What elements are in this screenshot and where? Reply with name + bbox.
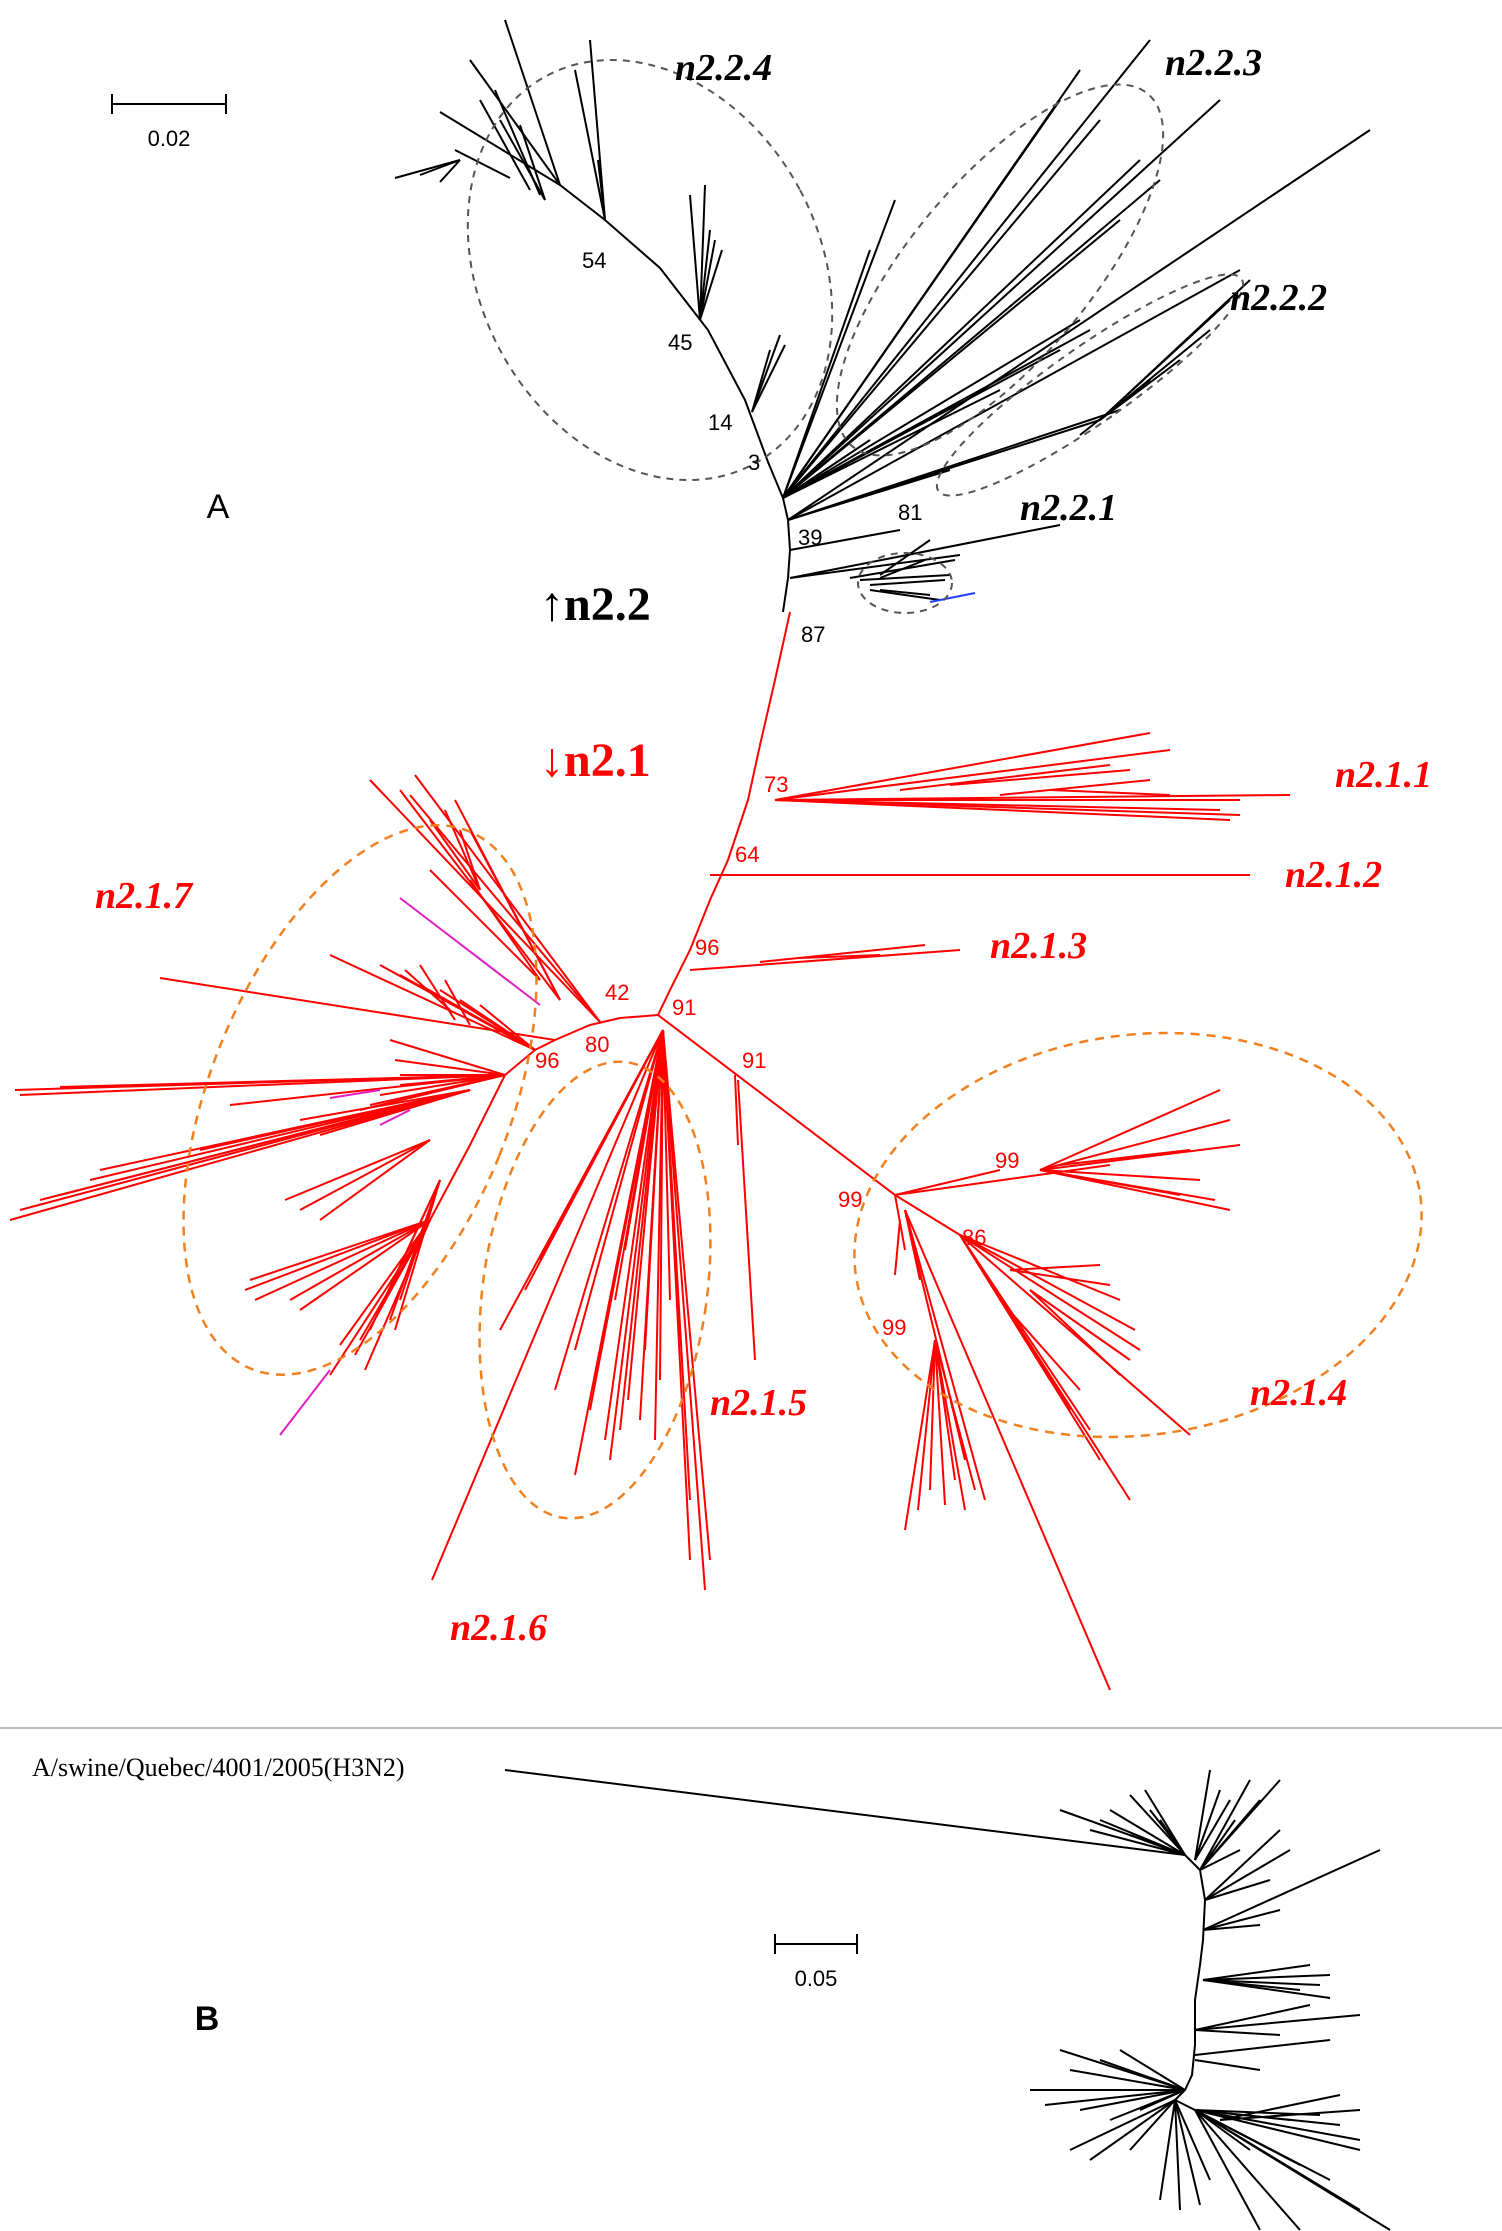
n22-clade-ellipses	[466, 58, 1245, 614]
panel-letter-a: A	[207, 488, 230, 526]
clade-label-n212: n2.1.2	[1285, 854, 1382, 896]
panel-letter-b: B	[195, 2000, 220, 2038]
clade-label-n224: n2.2.4	[675, 47, 772, 89]
bootstrap-value: 39	[798, 525, 822, 550]
bootstrap-value: 42	[605, 980, 629, 1005]
bootstrap-value: 99	[882, 1315, 906, 1340]
clade-label-n217: n2.1.7	[95, 875, 194, 917]
bootstrap-value: 87	[801, 622, 825, 647]
n22-subtree	[394, 19, 1371, 613]
bootstrap-value: 91	[672, 995, 696, 1020]
ellipse-n214	[853, 1031, 1423, 1439]
clade-label-n211: n2.1.1	[1335, 754, 1432, 796]
bootstrap-value: 81	[898, 500, 922, 525]
bootstrap-value: 91	[742, 1048, 766, 1073]
bootstrap-value: 54	[582, 248, 606, 273]
ellipse-n217	[182, 824, 538, 1376]
bootstrap-value: 3	[748, 450, 760, 475]
bootstrap-value: 64	[735, 842, 759, 867]
clade-label-n216: n2.1.6	[450, 1607, 547, 1649]
bootstrap-value: 73	[764, 772, 788, 797]
lineage-label-n22: ↑n2.2	[540, 578, 651, 631]
scale-label-b: 0.05	[795, 1966, 838, 1991]
clade-label-n214: n2.1.4	[1250, 1372, 1347, 1414]
lineage-label-n21: ↓n2.1	[540, 734, 651, 787]
clade-label-n213: n2.1.3	[990, 925, 1087, 967]
ellipse-n216	[478, 1060, 712, 1520]
ellipse-n221	[857, 552, 953, 614]
blue-branch	[929, 592, 976, 603]
scale-bar-a	[111, 94, 227, 114]
bootstrap-value: 99	[838, 1187, 862, 1212]
ellipse-n223	[835, 83, 1165, 457]
n21-clade-ellipses	[182, 824, 1423, 1520]
bootstrap-value: 99	[995, 1148, 1019, 1173]
clade-label-n222: n2.2.2	[1230, 277, 1327, 319]
panel-b-tree	[504, 1769, 1391, 2231]
bootstrap-value: 14	[708, 410, 732, 435]
scale-bar-b	[774, 1934, 858, 1954]
magenta-branches	[279, 897, 541, 1436]
bootstrap-value: 96	[535, 1048, 559, 1073]
bootstrap-values-n21: 73 64 96 42 91 80 96 91 99 99 86 99	[535, 772, 1019, 1340]
clade-labels-n21: n2.1.1 n2.1.2 n2.1.3 n2.1.4 n2.1.5 n2.1.…	[95, 754, 1432, 1649]
ellipse-n224	[466, 58, 834, 482]
panel-a: 0.02 A ↑n2.2 ↓n2.1	[9, 19, 1432, 1691]
bootstrap-value: 45	[668, 330, 692, 355]
bootstrap-value: 86	[962, 1225, 986, 1250]
clade-labels-n22: n2.2.4 n2.2.3 n2.2.2 n2.2.1	[675, 42, 1327, 529]
scale-label-a: 0.02	[148, 126, 191, 151]
bootstrap-value: 80	[585, 1032, 609, 1057]
clade-label-n215: n2.1.5	[710, 1382, 807, 1424]
outgroup-label: A/swine/Quebec/4001/2005(H3N2)	[32, 1753, 405, 1782]
ellipse-n222	[935, 273, 1245, 497]
clade-label-n221: n2.2.1	[1020, 487, 1117, 529]
panel-b: A/swine/Quebec/4001/2005(H3N2) 0.05 B	[32, 1753, 1391, 2231]
clade-label-n223: n2.2.3	[1165, 42, 1262, 84]
bootstrap-value: 96	[695, 935, 719, 960]
n21-subtree	[9, 611, 1291, 1691]
bootstrap-values-n22: 54 45 14 3 39 81 87	[582, 248, 922, 647]
